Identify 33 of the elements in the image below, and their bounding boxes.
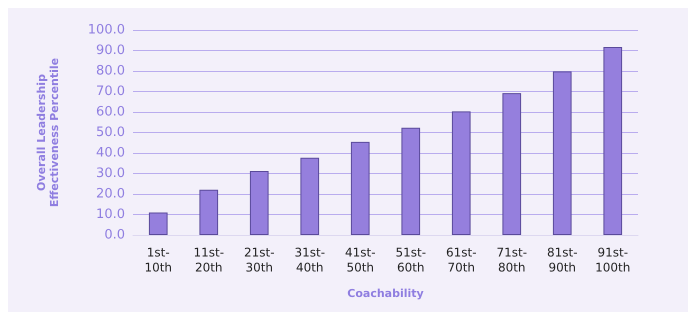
x-tick-label: 41st- 50th bbox=[344, 246, 376, 274]
y-tick-label: 40.0 bbox=[96, 146, 125, 160]
x-axis-title: Coachability bbox=[347, 287, 424, 300]
x-tick-label: 21st- 30th bbox=[244, 246, 275, 274]
bar bbox=[250, 171, 269, 235]
x-tick-label: 81st- 90th bbox=[546, 246, 578, 274]
bar bbox=[350, 142, 370, 235]
x-tick-label: 51st- 60th bbox=[395, 246, 426, 274]
y-tick-label: 20.0 bbox=[96, 186, 125, 202]
x-tick-label: 71st- 80th bbox=[496, 246, 528, 274]
y-tick-label: 50.0 bbox=[96, 125, 125, 140]
bar bbox=[199, 190, 218, 235]
y-tick-label: 70.0 bbox=[96, 84, 125, 99]
y-tick-label: 60.0 bbox=[96, 104, 125, 120]
bar bbox=[401, 128, 420, 235]
y-tick-label: 30.0 bbox=[96, 166, 125, 181]
y-tick-label: 100.0 bbox=[88, 22, 125, 38]
x-tick-label: 61st- 70th bbox=[446, 246, 477, 274]
y-tick-label: 10.0 bbox=[96, 207, 125, 222]
y-axis-title: Overall Leadership Effectiveness Percentile bbox=[35, 58, 61, 208]
y-tick-label: 90.0 bbox=[96, 43, 125, 58]
y-tick-label: 0.0 bbox=[104, 228, 125, 242]
x-tick-label: 31st- 40th bbox=[294, 246, 326, 274]
bar bbox=[300, 158, 320, 235]
bar bbox=[452, 111, 471, 235]
x-tick-label: 1st- 10th bbox=[144, 246, 172, 274]
x-tick-label: 11st- 20th bbox=[193, 246, 224, 274]
bar bbox=[148, 212, 168, 235]
x-tick-label: 91st- 100th bbox=[595, 246, 630, 274]
bar bbox=[552, 71, 572, 235]
bar bbox=[603, 47, 622, 235]
bar bbox=[502, 93, 522, 235]
y-tick-label: 80.0 bbox=[96, 64, 125, 78]
